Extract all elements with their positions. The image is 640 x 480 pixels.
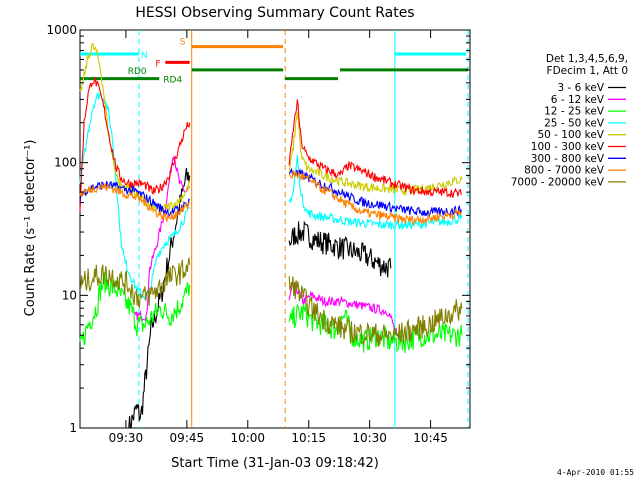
flag-label-f: F — [155, 59, 160, 69]
legend-entry-label: 3 - 6 keV — [557, 82, 604, 94]
series-lines — [79, 42, 463, 429]
legend-header-line: FDecim 1, Att 0 — [547, 65, 628, 77]
legend: Det 1,3,4,5,6,9,FDecim 1, Att 0 3 - 6 keV… — [511, 53, 628, 188]
x-axis-label: Start Time (31-Jan-03 09:18:42) — [171, 456, 379, 471]
x-tick-label: 10:15 — [291, 431, 326, 445]
x-tick-label: 10:30 — [352, 431, 387, 445]
plot-frame — [79, 29, 471, 429]
flag-bars: N S F RD0 RD4 — [80, 38, 468, 86]
series-line-1 — [288, 220, 392, 278]
series-line-4 — [79, 91, 191, 300]
x-tick-label: 10:00 — [230, 431, 265, 445]
series-line-8 — [288, 170, 463, 226]
y-tick-label: 100 — [54, 156, 77, 170]
legend-entry-label: 7000 - 20000 keV — [511, 176, 605, 188]
series-line-3 — [79, 270, 191, 346]
series-line-2 — [134, 156, 191, 322]
legend-header-line: Det 1,3,4,5,6,9, — [546, 53, 628, 65]
series-line-4 — [288, 155, 463, 231]
series-line-3 — [288, 303, 463, 354]
series-line-1 — [128, 167, 191, 429]
chart-title: HESSI Observing Summary Count Rates — [135, 5, 414, 21]
y-tick-label: 10 — [62, 288, 77, 302]
series-line-5 — [288, 112, 463, 196]
series-line-5 — [79, 42, 191, 213]
flag-label-n: N — [141, 51, 148, 61]
series-line-9 — [288, 276, 463, 347]
x-tick-label: 09:45 — [170, 431, 205, 445]
legend-entry-label: 50 - 100 keV — [537, 129, 604, 141]
series-line-6 — [288, 99, 462, 198]
legend-entry-label: 100 - 300 keV — [531, 141, 605, 153]
legend-entry-label: 800 - 7000 keV — [524, 165, 605, 177]
series-line-9 — [79, 257, 191, 310]
legend-entry-label: 6 - 12 keV — [551, 94, 605, 106]
legend-entry-label: 25 - 50 keV — [544, 117, 605, 129]
y-tick-label: 1000 — [46, 23, 77, 37]
axes: 09:30 09:45 10:00 10:15 10:30 10:45 1 10 100 1000 — [46, 23, 470, 445]
legend-entry-label: 12 - 25 keV — [544, 106, 605, 118]
x-tick-label: 09:30 — [109, 431, 144, 445]
series-line-8 — [79, 182, 190, 222]
series-line-6 — [79, 75, 191, 212]
x-tick-label: 10:45 — [413, 431, 448, 445]
flag-label-s: S — [180, 38, 186, 48]
y-axis-label: Count Rate (s⁻¹ detector⁻¹) — [23, 140, 38, 317]
flag-label-rd0: RD0 — [128, 67, 147, 77]
series-line-7 — [288, 167, 463, 217]
generation-timestamp: 4-Apr-2010 01:55 — [556, 468, 634, 477]
y-tick-label: 1 — [69, 421, 77, 435]
legend-entry-label: 300 - 800 keV — [531, 153, 605, 165]
flag-label-rd4: RD4 — [163, 76, 182, 86]
